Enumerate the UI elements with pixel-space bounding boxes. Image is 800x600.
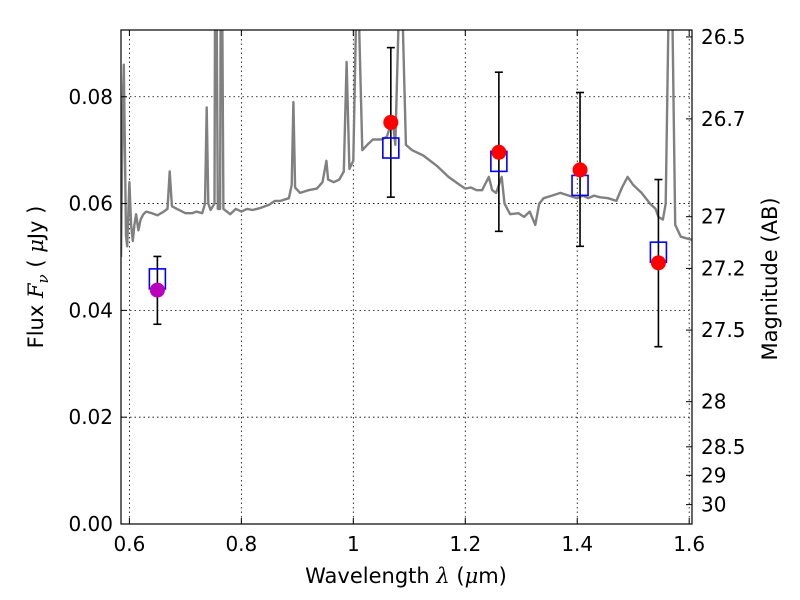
x-tick-label: 1	[347, 532, 360, 556]
photometry-square	[382, 137, 400, 159]
y2-tick-label: 27.5	[701, 318, 746, 342]
flux-point	[650, 255, 666, 271]
grid	[121, 30, 692, 525]
x-axis-label-open: (	[450, 564, 465, 588]
spectrum-line	[121, 30, 692, 258]
y-tick-label: 0.02	[68, 405, 113, 429]
y-tick-label: 0.08	[68, 85, 113, 109]
y2-tick-label: 28	[701, 390, 726, 414]
y2-tick-label: 27	[701, 205, 726, 229]
y-axis-label-open: (	[24, 253, 48, 275]
y2-tick-label: 27.2	[701, 256, 746, 280]
y-tick-label: 0.00	[68, 512, 113, 536]
x-axis-label-symbol: λ	[435, 564, 449, 588]
x-tick-label: 0.8	[225, 532, 257, 556]
y-axis-label: Flux Fν ( μJy )	[24, 206, 52, 349]
data-layer	[121, 30, 692, 348]
y-tick-label: 0.04	[68, 298, 113, 322]
y2-axis-label: Magnitude (AB)	[758, 197, 782, 360]
x-tick-label: 1.2	[449, 532, 481, 556]
y-axis-label-unit: Jy )	[24, 206, 48, 242]
y-axis-label-prefix: Flux	[24, 298, 48, 348]
x-tick-label: 0.6	[113, 532, 145, 556]
y2-tick-label: 28.5	[701, 435, 746, 459]
x-tick-label: 1.6	[673, 532, 705, 556]
flux-point	[383, 114, 399, 130]
y2-tick-label: 30	[701, 493, 726, 517]
y2-tick-label: 29	[701, 463, 726, 487]
flux-point	[491, 144, 507, 160]
y-axis-label-subscript: ν	[34, 274, 52, 283]
x-tick-label: 1.4	[561, 532, 593, 556]
y-axis-label-mu: μ	[24, 239, 48, 253]
flux-point	[572, 162, 588, 178]
y-axis-label-symbol: F	[24, 282, 48, 299]
y2-tick-label: 26.5	[701, 25, 746, 49]
ticks: 0.6 0.8 1 1.2 1.4 1.6 0.00 0.02 0.04 0.06 0.08 26.5…	[68, 25, 745, 556]
plot-frame	[120, 29, 693, 525]
x-axis-label: Wavelength λ (μm)	[305, 564, 507, 588]
x-axis-label-mu: μ	[465, 564, 479, 588]
x-axis-label-prefix: Wavelength	[305, 564, 436, 588]
x-axis-label-unit: m)	[478, 564, 507, 588]
y2-tick-label: 26.7	[701, 107, 746, 131]
flux-point	[149, 282, 165, 298]
y-tick-label: 0.06	[68, 192, 113, 216]
